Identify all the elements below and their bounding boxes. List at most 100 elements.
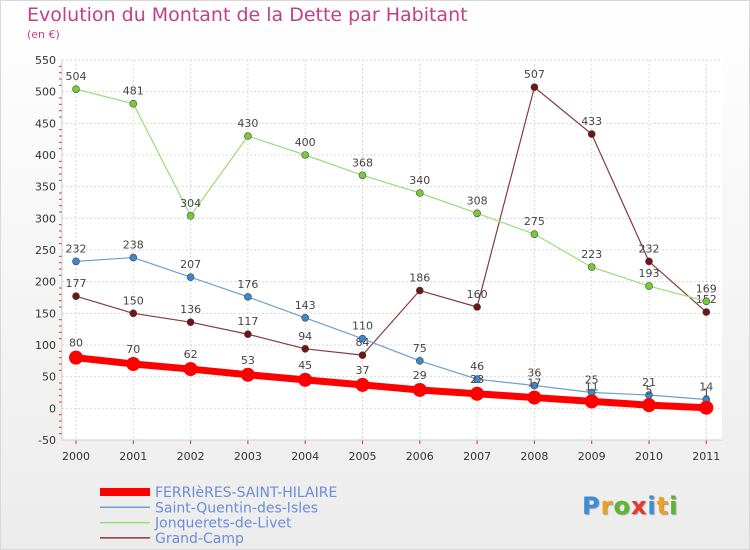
x-tick-label: 2011 — [692, 450, 720, 463]
data-label: 193 — [639, 267, 660, 280]
chart-unit-label: (en €) — [27, 28, 60, 41]
data-point — [240, 367, 255, 382]
proxiti-logo: Proxiti — [582, 492, 678, 520]
y-tick-label: 50 — [42, 371, 56, 384]
data-label: 150 — [123, 294, 144, 307]
data-label: 368 — [352, 156, 373, 169]
data-label: 1 — [703, 387, 710, 400]
legend-label: Jonquerets-de-Livet — [154, 516, 292, 532]
x-tick-label: 2001 — [119, 450, 147, 463]
data-point — [129, 309, 138, 318]
logo-letter: r — [600, 492, 614, 520]
data-point — [72, 292, 80, 301]
data-point — [72, 85, 80, 93]
data-point — [186, 212, 195, 220]
data-label: 110 — [352, 320, 373, 333]
legend-entry: FERRIèRES-SAINT-HILAIRE — [100, 485, 337, 501]
data-label: 53 — [241, 354, 255, 367]
data-point — [186, 273, 195, 282]
data-point — [244, 132, 252, 140]
data-label: 207 — [180, 258, 201, 271]
series-1: 80 70 62 53 45 37 29 23 17 11 5 1 — [69, 337, 714, 415]
data-label: 169 — [696, 282, 717, 295]
data-label: 433 — [581, 115, 602, 128]
data-label: 17 — [527, 377, 541, 390]
data-label: 143 — [295, 299, 316, 312]
data-point — [129, 253, 138, 262]
legend-label: Grand-Camp — [155, 531, 244, 547]
data-point — [530, 381, 539, 390]
data-point — [584, 394, 599, 409]
data-point — [473, 303, 481, 311]
y-tick-label: 550 — [35, 54, 56, 67]
series-line — [75, 354, 707, 412]
data-label: 176 — [237, 278, 258, 291]
data-point — [355, 377, 370, 392]
data-label: 80 — [69, 337, 83, 350]
data-point — [415, 357, 424, 365]
data-point — [645, 257, 653, 266]
x-tick-label: 2008 — [520, 450, 548, 463]
data-label: 21 — [642, 376, 656, 389]
data-label: 75 — [413, 342, 427, 355]
data-label: 304 — [180, 197, 201, 210]
data-point — [186, 318, 195, 327]
series-3: 504 481 304 430 400 368 340 308 275 223 193 169 — [66, 70, 717, 306]
x-tick-label: 2010 — [635, 450, 663, 463]
data-point — [358, 171, 367, 180]
data-point — [126, 357, 141, 371]
data-point — [244, 330, 252, 339]
legend-entry: Jonquerets-de-Livet — [100, 516, 292, 532]
data-point — [415, 189, 424, 197]
y-tick-label: 150 — [35, 307, 56, 320]
data-label: 238 — [123, 239, 144, 252]
series-2: 232 238 207 176 143 110 75 46 36 25 21 14 — [66, 239, 713, 404]
y-tick-label: 100 — [35, 339, 56, 352]
data-label: 507 — [524, 68, 545, 81]
y-tick-label: 250 — [35, 244, 56, 257]
data-point — [699, 400, 714, 415]
data-label: 308 — [467, 194, 488, 207]
logo-letter: P — [582, 492, 601, 520]
data-label: 232 — [639, 242, 660, 255]
x-tick-label: 2007 — [463, 450, 491, 463]
logo-letter: t — [656, 492, 670, 520]
x-tick-label: 2006 — [406, 450, 434, 463]
x-tick-label: 2002 — [177, 450, 205, 463]
data-label: 400 — [295, 136, 316, 149]
data-label: 23 — [470, 373, 484, 386]
data-point — [527, 390, 542, 405]
data-label: 232 — [66, 242, 87, 255]
x-tick-label: 2009 — [578, 450, 606, 463]
data-label: 340 — [409, 174, 430, 187]
data-point — [470, 386, 485, 401]
legend-entry: Saint-Quentin-des-Isles — [100, 500, 318, 516]
y-tick-label: 300 — [35, 212, 56, 225]
data-label: 36 — [527, 367, 541, 380]
data-point — [72, 257, 80, 266]
y-tick-label: 200 — [35, 276, 56, 289]
data-label: 430 — [237, 117, 258, 130]
data-label: 70 — [126, 343, 140, 356]
data-label: 223 — [581, 248, 602, 261]
series-4: 1771501361179484186160507433232152 — [66, 68, 717, 359]
data-point — [645, 282, 653, 290]
data-point — [301, 151, 310, 159]
data-point — [69, 350, 83, 365]
data-point — [587, 263, 596, 271]
x-tick-label: 2005 — [349, 450, 377, 463]
data-label: 275 — [524, 215, 545, 228]
data-label: 186 — [409, 272, 430, 285]
logo-letter: i — [669, 492, 679, 520]
data-point — [358, 334, 367, 343]
y-tick-label: 350 — [35, 181, 56, 194]
logo-letter: o — [613, 492, 631, 520]
data-point — [301, 344, 310, 353]
data-label: 504 — [66, 70, 87, 83]
data-point — [587, 130, 596, 138]
data-label: 46 — [470, 360, 484, 373]
data-point — [642, 398, 656, 413]
data-point — [358, 351, 367, 359]
legend-entry: Grand-Camp — [100, 531, 244, 547]
data-label: 160 — [467, 288, 488, 301]
